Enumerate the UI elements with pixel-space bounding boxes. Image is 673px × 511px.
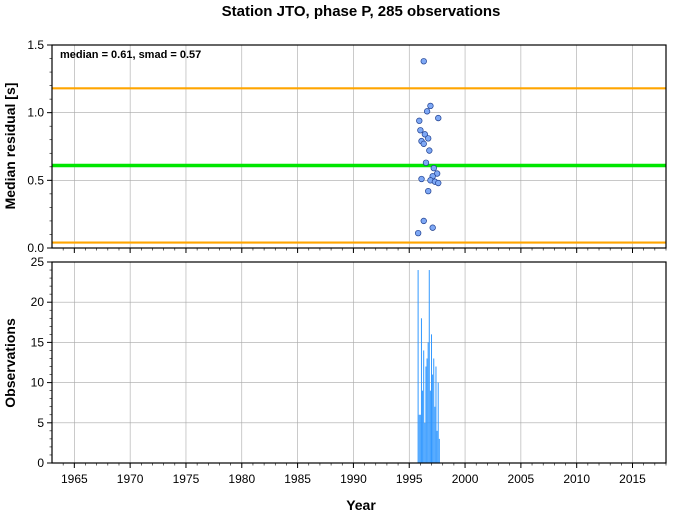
- residual-point: [427, 102, 434, 110]
- residual-point: [426, 147, 433, 154]
- x-tick-label: 2010: [563, 472, 590, 486]
- x-tick-label: 1990: [340, 472, 367, 486]
- observations-y-tick-label: 0: [37, 456, 44, 470]
- observations-y-tick-label: 10: [31, 376, 45, 390]
- observation-bar: [422, 390, 424, 463]
- residual-point: [435, 114, 442, 122]
- residual-point: [430, 165, 437, 172]
- x-tick-label: 1980: [228, 472, 255, 486]
- reference-lines: [52, 87, 666, 244]
- residual-frame: [51, 44, 667, 249]
- residual-point: [429, 224, 436, 231]
- x-tick-label: 2000: [452, 472, 479, 486]
- observation-bar: [438, 438, 440, 463]
- observation-bar: [432, 374, 434, 463]
- observation-bar: [427, 342, 429, 463]
- observations-y-ticks: 0 5 10 15 20 25: [31, 255, 52, 470]
- observation-bar: [423, 350, 425, 463]
- residual-y-tick-label: 1.5: [27, 38, 44, 52]
- residual-grid: [52, 44, 666, 249]
- observations-grid: [52, 261, 666, 464]
- observations-y-tick-label: 20: [31, 295, 45, 309]
- residual-points: [415, 58, 442, 237]
- residual-point: [435, 179, 442, 187]
- observations-frame: [51, 261, 667, 464]
- observations-y-tick-label: 25: [31, 255, 45, 269]
- observations-y-tick-label: 5: [37, 416, 44, 430]
- observation-bar: [424, 422, 426, 463]
- residual-y-axis-label: Median residual [s]: [2, 83, 18, 210]
- observation-bar: [429, 390, 431, 463]
- observation-bar: [437, 382, 439, 463]
- residual-point: [433, 170, 441, 177]
- observation-bar: [417, 270, 419, 463]
- stats-annotation: median = 0.61, smad = 0.57: [60, 49, 201, 61]
- residual-point: [420, 217, 427, 225]
- x-tick-label: 1965: [61, 472, 88, 486]
- observations-x-ticks: 1965 1970 1975 1980 1985 1990 1995 2000 2005 2010…: [61, 463, 667, 486]
- residual-point: [425, 135, 432, 142]
- observation-bar: [425, 366, 427, 463]
- x-tick-label: 1970: [117, 472, 144, 486]
- residual-point: [422, 159, 430, 166]
- observation-bar: [426, 358, 428, 463]
- residual-panel: 0.00.51.01.5 median = 0.61, smad = 0.57 …: [2, 38, 667, 255]
- observation-bars: [417, 270, 440, 463]
- residual-x-ticks: [62, 248, 667, 253]
- x-axis-label: Year: [346, 497, 376, 511]
- observations-y-axis-label: Observations: [2, 318, 18, 408]
- observation-bar: [428, 270, 430, 463]
- observation-bar: [418, 414, 420, 463]
- residual-point: [416, 117, 423, 124]
- x-tick-label: 2005: [508, 472, 535, 486]
- residual-y-tick-label: 1.0: [27, 106, 44, 120]
- residual-y-ticks: 0.0 0.5 1.0 1.5: [27, 38, 52, 255]
- residual-point: [425, 188, 432, 195]
- observation-bar: [420, 318, 422, 463]
- observation-bar: [419, 414, 421, 463]
- residual-point: [417, 127, 424, 134]
- residual-point: [423, 108, 431, 115]
- observation-bar: [431, 334, 433, 463]
- residual-y-tick-label: 0.0: [27, 241, 44, 255]
- x-tick-label: 1975: [173, 472, 200, 486]
- residual-point: [420, 140, 427, 147]
- x-tick-label: 2015: [619, 472, 646, 486]
- observation-bar: [434, 406, 436, 463]
- residual-point: [418, 175, 425, 183]
- observations-y-tick-label: 15: [31, 335, 45, 349]
- observations-panel: 0 5 10 15 20 25 1965 1970 1975 1980 1985 1990 1995 2…: [2, 255, 667, 511]
- x-tick-label: 1995: [396, 472, 423, 486]
- observation-bar: [436, 430, 438, 463]
- x-tick-label: 1985: [284, 472, 311, 486]
- residual-point: [421, 131, 429, 138]
- observation-bar: [433, 358, 435, 463]
- residual-point: [420, 58, 427, 65]
- residual-y-tick-label: 0.5: [27, 173, 44, 187]
- chart-title: Station JTO, phase P, 285 observations: [222, 3, 501, 20]
- observation-bar: [435, 366, 437, 463]
- residual-point: [415, 229, 422, 237]
